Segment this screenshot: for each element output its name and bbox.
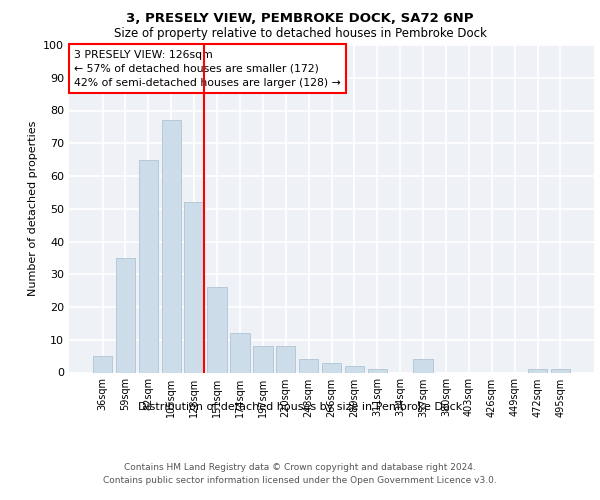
Bar	[116, 258, 135, 372]
Text: Size of property relative to detached houses in Pembroke Dock: Size of property relative to detached ho…	[113, 28, 487, 40]
Bar	[161, 120, 181, 372]
Bar	[139, 160, 158, 372]
Bar	[208, 288, 227, 372]
Text: Contains public sector information licensed under the Open Government Licence v3: Contains public sector information licen…	[103, 476, 497, 485]
Bar	[93, 356, 112, 372]
Bar	[528, 369, 547, 372]
Bar	[368, 369, 387, 372]
Text: 3, PRESELY VIEW, PEMBROKE DOCK, SA72 6NP: 3, PRESELY VIEW, PEMBROKE DOCK, SA72 6NP	[126, 12, 474, 26]
Y-axis label: Number of detached properties: Number of detached properties	[28, 121, 38, 296]
Bar	[184, 202, 204, 372]
Bar	[551, 369, 570, 372]
Bar	[299, 360, 319, 372]
Bar	[276, 346, 295, 372]
Bar	[344, 366, 364, 372]
Text: 3 PRESELY VIEW: 126sqm
← 57% of detached houses are smaller (172)
42% of semi-de: 3 PRESELY VIEW: 126sqm ← 57% of detached…	[74, 50, 341, 88]
Text: Distribution of detached houses by size in Pembroke Dock: Distribution of detached houses by size …	[138, 402, 462, 412]
Text: Contains HM Land Registry data © Crown copyright and database right 2024.: Contains HM Land Registry data © Crown c…	[124, 462, 476, 471]
Bar	[253, 346, 272, 372]
Bar	[230, 333, 250, 372]
Bar	[413, 360, 433, 372]
Bar	[322, 362, 341, 372]
